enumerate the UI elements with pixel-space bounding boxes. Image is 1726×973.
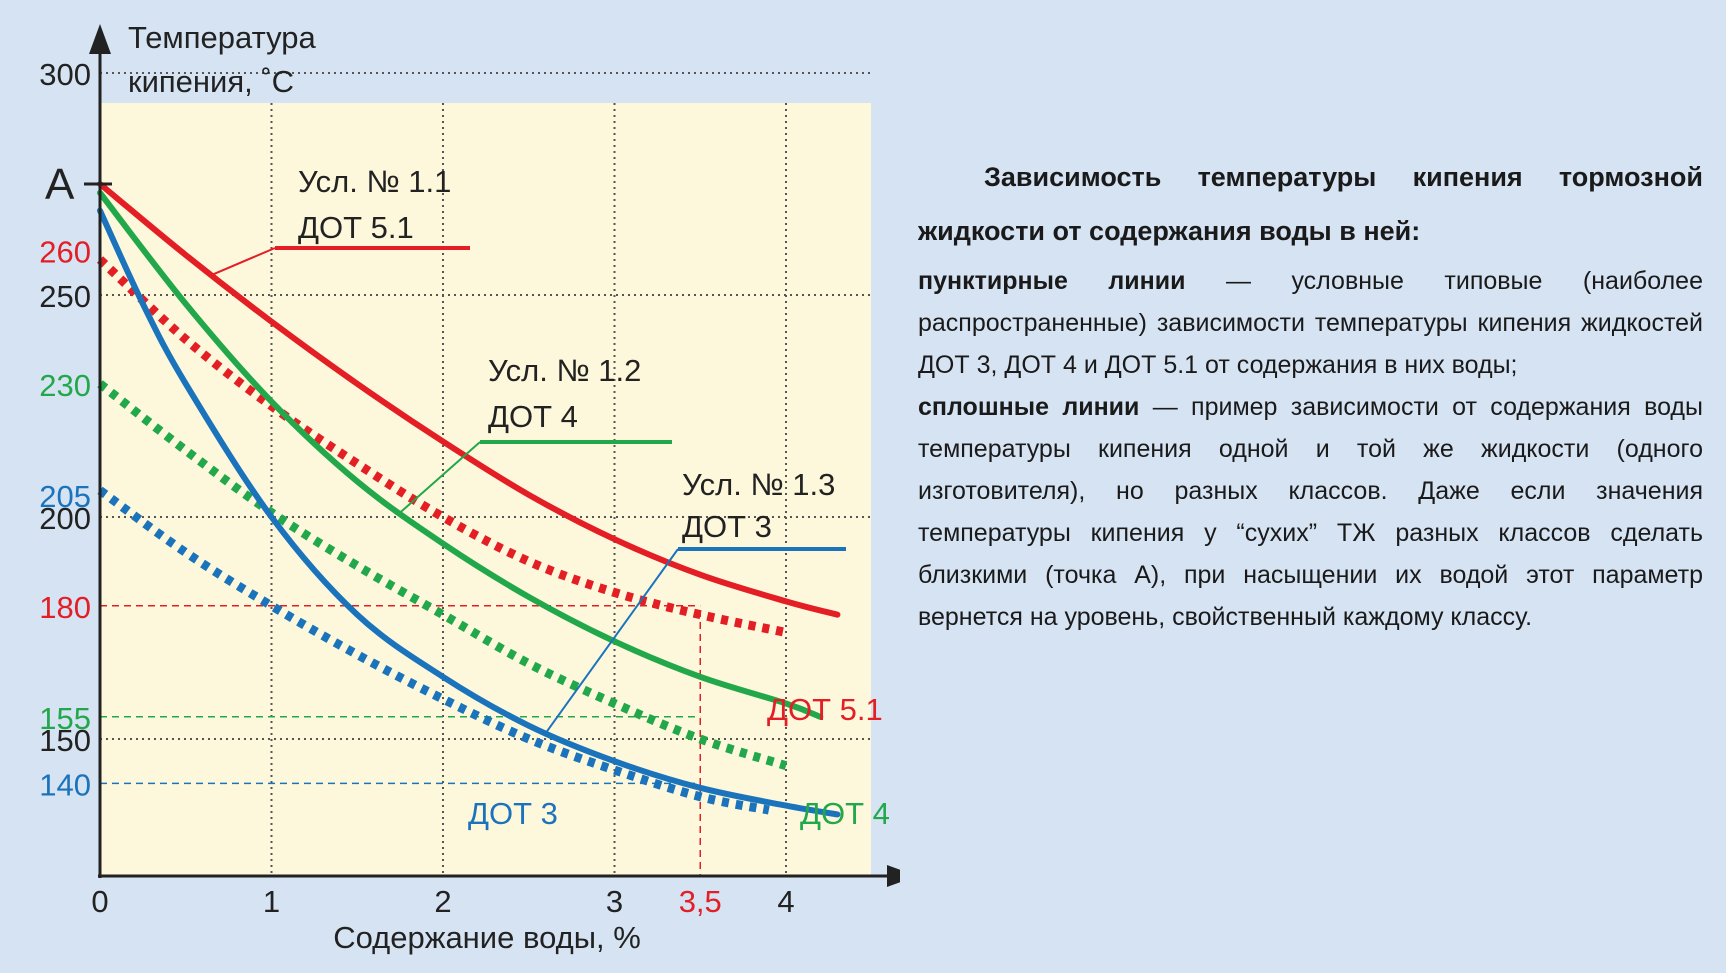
- series-dotted-4: [97, 380, 788, 770]
- series-end-label-2: ДОТ 3: [468, 796, 558, 831]
- series-solid-1: [97, 189, 824, 720]
- series-solid-2: [97, 207, 841, 818]
- caption-title: Зависимость температуры кипения тормозно…: [918, 162, 1703, 246]
- caption-solid-text: — пример зависимости от содержания воды …: [918, 393, 1703, 631]
- y-axis-title-line-2: кипения, ˚C: [128, 64, 294, 99]
- callout-label-0-line-1: Усл. № 1.1: [298, 164, 451, 199]
- callout-label-1-line-1: Усл. № 1.2: [488, 353, 641, 388]
- y-side-label-260: 260: [39, 235, 91, 270]
- caption-dotted-term: пунктирные линии: [918, 267, 1186, 295]
- y-tick-label-300: 300: [39, 57, 91, 92]
- series-end-label-0: ДОТ 5.1: [767, 692, 883, 727]
- x-axis-title: Содержание воды, %: [333, 920, 641, 955]
- series-solid-0: [97, 181, 841, 618]
- caption-paragraph-dotted: пунктирные линии — условные типовые (наи…: [918, 260, 1703, 386]
- x-axis-arrow: [887, 865, 900, 887]
- dotted-series: [96, 256, 788, 815]
- y-side-label-230: 230: [39, 368, 91, 403]
- y-tick-label-250: 250: [39, 279, 91, 314]
- y-side-label-155: 155: [39, 701, 91, 736]
- y-axis-title-line-1: Температура: [128, 20, 317, 55]
- series-dotted-5: [97, 486, 770, 815]
- y-tick-label-200: 200: [39, 501, 91, 536]
- x-tick-label-1: 1: [263, 884, 280, 919]
- caption-paragraph-solid: сплошные линии — пример зависимости от с…: [918, 386, 1703, 638]
- callout-leaders: [211, 246, 846, 734]
- solid-series: [97, 181, 841, 818]
- series-dotted-3: [96, 256, 787, 637]
- callout-leader-2: [545, 548, 679, 734]
- boiling-point-chart: 300 250 200 150 260 230 205 180 155 140 0 1 2 3 4 3,5 A У…: [39, 20, 900, 955]
- y-tick-label-150: 150: [39, 723, 91, 758]
- x-tick-label-4: 4: [777, 884, 794, 919]
- callout-label-2-line-2: ДОТ 3: [682, 509, 772, 544]
- series-end-label-1: ДОТ 4: [800, 796, 890, 831]
- y-axis-arrow: [89, 24, 111, 54]
- y-side-label-180: 180: [39, 590, 91, 625]
- figure-caption: Зависимость температуры кипения тормозно…: [918, 150, 1703, 638]
- callout-label-1-line-2: ДОТ 4: [488, 399, 578, 434]
- y-side-label-205: 205: [39, 479, 91, 514]
- point-a-label: A: [45, 160, 75, 209]
- grid-lines: [100, 72, 871, 876]
- caption-solid-term: сплошные линии: [918, 393, 1140, 421]
- plot-area: [101, 103, 871, 875]
- x-marker-label: 3,5: [679, 884, 722, 919]
- x-tick-label-3: 3: [606, 884, 623, 919]
- x-tick-label-0: 0: [91, 884, 108, 919]
- callout-label-2-line-1: Усл. № 1.3: [682, 467, 835, 502]
- chart-labels: 300 250 200 150 260 230 205 180 155 140 0 1 2 3 4 3,5 A У…: [39, 57, 890, 919]
- caption-dotted-text: — условные типовые (наиболее распростран…: [918, 267, 1703, 379]
- callout-label-0-line-2: ДОТ 5.1: [298, 210, 414, 245]
- x-tick-label-2: 2: [434, 884, 451, 919]
- callout-leader-1: [399, 441, 481, 514]
- y-side-label-140: 140: [39, 767, 91, 802]
- callout-leader-0: [211, 247, 276, 276]
